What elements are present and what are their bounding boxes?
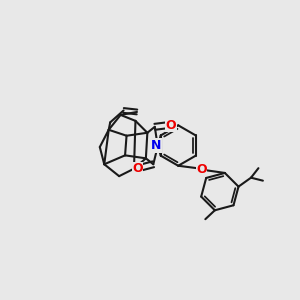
Text: N: N — [151, 139, 161, 152]
Text: O: O — [166, 119, 176, 132]
Text: O: O — [196, 163, 207, 176]
Text: O: O — [132, 162, 143, 175]
